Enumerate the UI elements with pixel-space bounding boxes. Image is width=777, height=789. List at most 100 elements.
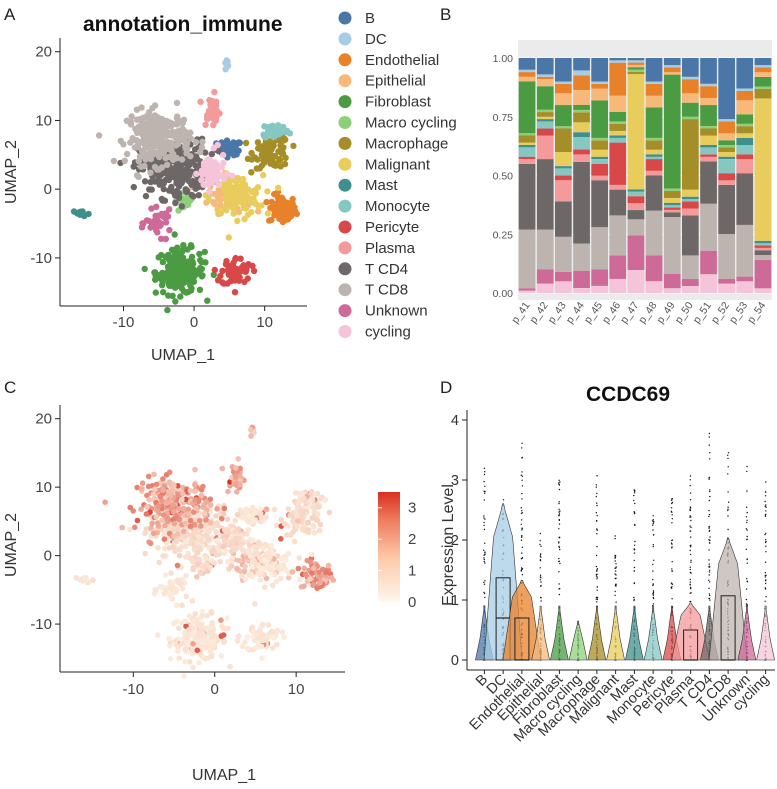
violin-point	[690, 526, 692, 529]
violin-point	[558, 537, 560, 539]
violin-point	[483, 473, 486, 476]
expression-point	[159, 498, 165, 505]
expression-point	[176, 625, 182, 632]
expression-point	[175, 525, 181, 532]
umap-point-endothelial	[273, 209, 280, 216]
violin-point	[614, 560, 616, 562]
violin-point	[596, 586, 599, 588]
bar-segment-t-cd4	[718, 184, 735, 235]
expression-point	[148, 524, 154, 531]
violin-point	[689, 581, 692, 583]
expression-point	[139, 480, 146, 487]
panel-a-legend: B DC Endothelial Epithelial Fibroblast Macro …	[338, 10, 457, 341]
umap-point-macrophage	[256, 165, 263, 172]
bar-segment-plasma	[663, 209, 681, 213]
expression-point	[283, 567, 289, 573]
bar-segment-unknown	[536, 269, 554, 284]
violin-point	[652, 591, 655, 593]
bar-segment-malignant	[609, 130, 627, 136]
expression-point	[265, 549, 272, 556]
expression-point	[175, 483, 181, 489]
bar-segment-unknown	[591, 269, 608, 286]
expression-point	[150, 530, 157, 537]
violin-point	[521, 574, 524, 576]
umap-point-cycling	[220, 175, 228, 182]
bar-segment-endothelial	[536, 76, 554, 80]
umap-point-b	[230, 143, 238, 150]
bar-segment-plasma	[645, 170, 663, 176]
violin-point	[652, 544, 654, 546]
violin-cycling	[756, 605, 775, 661]
expression-point	[263, 506, 270, 512]
expression-point	[251, 551, 258, 557]
expression-point	[242, 639, 248, 645]
umap-point-b	[226, 150, 233, 157]
bar-segment-pericyte	[609, 142, 627, 185]
umap-point-malignant	[220, 205, 228, 212]
umap-point-macrophage	[262, 157, 269, 164]
expression-point	[176, 655, 182, 661]
umap-point-fibroblast	[162, 274, 169, 281]
violin-point	[708, 565, 710, 567]
umap-point-cycling	[193, 170, 200, 177]
expression-point	[305, 520, 311, 526]
y-tick-label: 10	[35, 112, 52, 129]
bar-segment-macro-cycling	[645, 137, 663, 141]
violin-point	[708, 436, 710, 438]
umap-point-endothelial	[271, 190, 278, 198]
expression-point	[192, 611, 198, 617]
violin-point	[689, 553, 692, 556]
bar-segment-malignant	[754, 98, 772, 241]
violin-point	[558, 488, 561, 491]
violin-point	[596, 569, 598, 571]
expression-point	[328, 575, 335, 581]
expression-point	[310, 565, 317, 571]
umap-point-fibroblast	[172, 251, 179, 259]
violin-point	[745, 598, 748, 601]
bar-segment-endothelial	[645, 83, 663, 96]
expression-point	[205, 536, 212, 543]
expression-point	[181, 673, 187, 679]
umap-point-t-cd8	[187, 153, 194, 160]
violin-point	[539, 574, 542, 576]
bar-segment-dc	[663, 65, 681, 68]
expression-point	[165, 499, 172, 505]
violin-point	[521, 475, 524, 477]
violin-point	[689, 492, 692, 494]
expression-point	[234, 638, 241, 644]
expression-point	[164, 515, 171, 521]
umap-point-t-cd4	[215, 148, 222, 155]
expression-point	[206, 544, 212, 551]
violin-point	[633, 559, 635, 562]
bar-segment-mast	[573, 132, 590, 138]
expression-point	[221, 505, 228, 512]
x-tick-label: p_44	[564, 300, 587, 326]
bar-segment-dc	[718, 119, 735, 122]
violin-point	[708, 525, 710, 528]
violin-point	[708, 515, 710, 518]
expression-point	[278, 516, 284, 523]
umap-point-t-cd8	[155, 115, 162, 123]
bar-segment-macrophage	[573, 112, 590, 123]
violin-point	[539, 559, 542, 561]
expression-point	[326, 509, 333, 516]
bar-segment-malignant	[555, 152, 572, 167]
umap-point-fibroblast	[188, 253, 196, 261]
bar-segment-macro-cycling	[555, 126, 572, 129]
expression-point	[127, 504, 133, 511]
bar-segment-epithelial	[736, 100, 754, 115]
bar-segment-pericyte	[573, 149, 590, 155]
legend-label: B	[365, 10, 375, 27]
expression-point	[260, 632, 266, 638]
expression-point	[270, 645, 276, 651]
expression-point	[277, 563, 284, 569]
umap-point-cycling	[209, 173, 217, 180]
bar-segment-epithelial	[555, 93, 572, 106]
violin-point	[689, 475, 692, 477]
expression-point	[317, 574, 323, 581]
violin-point	[745, 548, 748, 550]
violin-point	[670, 507, 673, 509]
violin-point	[483, 528, 486, 531]
umap-point-t-cd4	[177, 150, 185, 158]
umap-point-malignant	[252, 200, 260, 207]
